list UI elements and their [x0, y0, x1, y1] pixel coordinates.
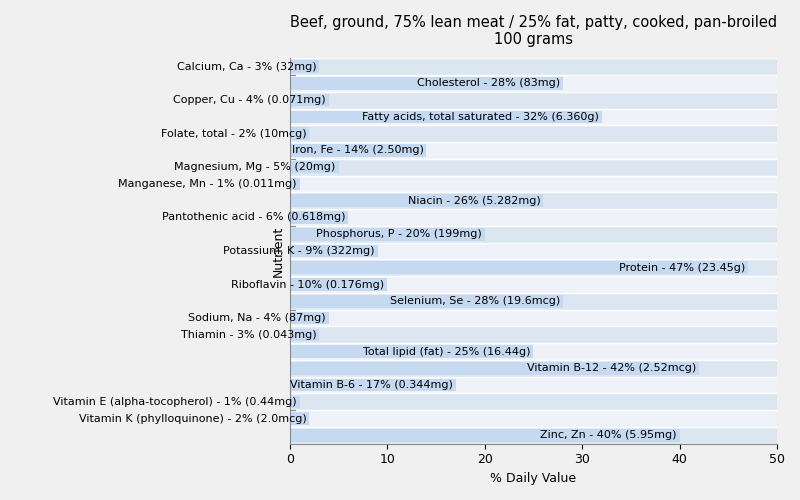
Bar — [290, 161, 338, 173]
Bar — [290, 260, 777, 276]
Bar — [290, 178, 300, 190]
Bar — [290, 310, 777, 326]
Bar — [290, 142, 777, 159]
Text: Folate, total - 2% (10mcg): Folate, total - 2% (10mcg) — [161, 128, 306, 138]
Bar — [290, 128, 310, 140]
Bar — [290, 108, 777, 126]
Bar — [290, 144, 426, 156]
Bar — [290, 376, 777, 394]
Y-axis label: Nutrient: Nutrient — [271, 226, 284, 276]
Bar — [290, 226, 777, 242]
Bar — [290, 326, 777, 343]
Bar — [290, 244, 378, 258]
Text: Thiamin - 3% (0.043mg): Thiamin - 3% (0.043mg) — [181, 330, 316, 340]
Bar — [290, 278, 387, 291]
Bar — [290, 427, 777, 444]
Text: Copper, Cu - 4% (0.071mg): Copper, Cu - 4% (0.071mg) — [174, 95, 326, 105]
Bar — [290, 360, 777, 376]
Text: Niacin - 26% (5.282mg): Niacin - 26% (5.282mg) — [407, 196, 540, 205]
Title: Beef, ground, 75% lean meat / 25% fat, patty, cooked, pan-broiled
100 grams: Beef, ground, 75% lean meat / 25% fat, p… — [290, 15, 777, 48]
Bar — [290, 312, 329, 324]
Text: Vitamin E (alpha-tocopherol) - 1% (0.44mg): Vitamin E (alpha-tocopherol) - 1% (0.44m… — [53, 397, 297, 407]
Bar — [290, 262, 748, 274]
Bar — [290, 75, 777, 92]
Bar — [290, 396, 300, 408]
Text: Riboflavin - 10% (0.176mg): Riboflavin - 10% (0.176mg) — [231, 280, 385, 289]
Bar — [290, 242, 777, 260]
X-axis label: % Daily Value: % Daily Value — [490, 472, 577, 485]
Bar — [290, 77, 562, 90]
Text: Manganese, Mn - 1% (0.011mg): Manganese, Mn - 1% (0.011mg) — [118, 179, 297, 189]
Bar — [290, 346, 534, 358]
Bar — [290, 194, 543, 207]
Text: Potassium, K - 9% (322mg): Potassium, K - 9% (322mg) — [223, 246, 374, 256]
Text: Magnesium, Mg - 5% (20mg): Magnesium, Mg - 5% (20mg) — [174, 162, 336, 172]
Text: Vitamin B-12 - 42% (2.52mcg): Vitamin B-12 - 42% (2.52mcg) — [527, 364, 696, 374]
Bar — [290, 295, 562, 308]
Bar — [290, 394, 777, 410]
Bar — [290, 343, 777, 360]
Text: Sodium, Na - 4% (87mg): Sodium, Na - 4% (87mg) — [188, 313, 326, 323]
Bar — [290, 429, 679, 442]
Bar — [290, 192, 777, 209]
Bar — [290, 209, 777, 226]
Text: Zinc, Zn - 40% (5.95mg): Zinc, Zn - 40% (5.95mg) — [540, 430, 677, 440]
Bar — [290, 94, 329, 106]
Text: Pantothenic acid - 6% (0.618mg): Pantothenic acid - 6% (0.618mg) — [162, 212, 346, 222]
Bar — [290, 410, 777, 427]
Text: Fatty acids, total saturated - 32% (6.360g): Fatty acids, total saturated - 32% (6.36… — [362, 112, 598, 122]
Bar — [290, 159, 777, 176]
Text: Vitamin B-6 - 17% (0.344mg): Vitamin B-6 - 17% (0.344mg) — [290, 380, 453, 390]
Text: Cholesterol - 28% (83mg): Cholesterol - 28% (83mg) — [417, 78, 560, 88]
Text: Selenium, Se - 28% (19.6mcg): Selenium, Se - 28% (19.6mcg) — [390, 296, 560, 306]
Text: Total lipid (fat) - 25% (16.44g): Total lipid (fat) - 25% (16.44g) — [363, 346, 530, 356]
Bar — [290, 110, 602, 123]
Text: Phosphorus, P - 20% (199mg): Phosphorus, P - 20% (199mg) — [316, 229, 482, 239]
Bar — [290, 228, 485, 240]
Bar — [290, 328, 319, 341]
Text: Iron, Fe - 14% (2.50mg): Iron, Fe - 14% (2.50mg) — [291, 146, 423, 156]
Bar — [290, 92, 777, 108]
Bar — [290, 126, 777, 142]
Bar — [290, 211, 348, 224]
Text: Calcium, Ca - 3% (32mg): Calcium, Ca - 3% (32mg) — [177, 62, 316, 72]
Bar — [290, 293, 777, 310]
Bar — [290, 362, 699, 374]
Bar — [290, 412, 310, 425]
Text: Protein - 47% (23.45g): Protein - 47% (23.45g) — [618, 263, 745, 273]
Bar — [290, 58, 777, 75]
Bar — [290, 379, 455, 392]
Bar — [290, 276, 777, 293]
Text: Vitamin K (phylloquinone) - 2% (2.0mcg): Vitamin K (phylloquinone) - 2% (2.0mcg) — [78, 414, 306, 424]
Bar — [290, 176, 777, 192]
Bar — [290, 60, 319, 73]
